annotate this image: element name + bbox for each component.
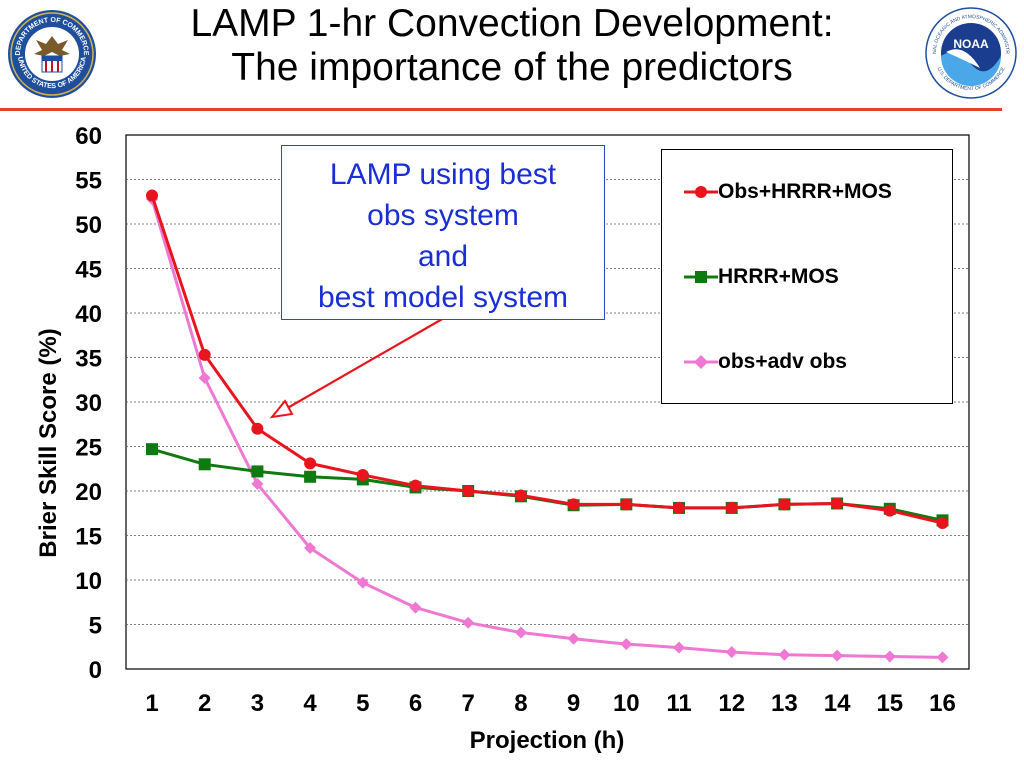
series-1-point-12: [725, 501, 738, 514]
legend-item-hrrr-mos: HRRR+MOS: [684, 265, 839, 289]
title-divider: [0, 108, 1002, 111]
title-line-2: The importance of the predictors: [231, 46, 793, 89]
y-tick-label-50: 50: [75, 212, 102, 239]
y-tick-labels: 0 5 10 15 20 25 30 35 40 45 50 55 60: [75, 123, 102, 684]
y-tick-label-20: 20: [75, 479, 102, 506]
legend-item-obs-adv-obs: obs+adv obs: [684, 350, 847, 374]
series-2-point-3: [251, 465, 264, 478]
y-axis-label: Brier Skill Score (%): [35, 328, 62, 557]
x-tick-label-9: 9: [567, 690, 580, 717]
legend-label-3: obs+adv obs: [718, 350, 847, 373]
callout-line-2: obs system: [367, 199, 519, 232]
title-line-1: LAMP 1-hr Convection Development:: [190, 2, 834, 45]
y-tick-label-40: 40: [75, 301, 102, 328]
legend-label-1: Obs+HRRR+MOS: [718, 180, 892, 203]
noaa-seal-icon: NATIONAL OCEANIC AND ATMOSPHERIC ADMINIS…: [924, 6, 1017, 99]
series-3-point-5: [356, 576, 369, 589]
x-tick-label-3: 3: [251, 690, 264, 717]
x-tick-label-4: 4: [303, 690, 317, 717]
series-3-point-3: [251, 477, 264, 490]
legend-item-obs-hrrr-mos: Obs+HRRR+MOS: [684, 180, 892, 204]
right-seal-center-text: NOAA: [953, 37, 989, 51]
x-tick-label-12: 12: [718, 690, 745, 717]
y-tick-label-0: 0: [89, 657, 102, 684]
series-3-point-2: [198, 371, 211, 384]
series-1-point-7: [462, 485, 475, 497]
y-tick-label-45: 45: [75, 257, 102, 284]
series-1-point-16: [936, 517, 949, 530]
callout-line-4: best model system: [317, 281, 569, 314]
series-2-point-1: [146, 443, 158, 456]
series-3-point-14: [831, 649, 844, 662]
legend-diamond-marker-icon: [684, 355, 718, 369]
series-3-point-8: [514, 626, 527, 639]
series-3-point-4: [304, 541, 317, 554]
series-2-point-4: [304, 470, 317, 483]
series-3-point-12: [725, 646, 738, 659]
y-tick-label-60: 60: [75, 123, 102, 150]
y-tick-label-5: 5: [89, 613, 102, 640]
series-1-point-1: [146, 189, 158, 202]
series-1-point-2: [198, 348, 211, 361]
series-1-point-15: [883, 504, 896, 517]
series-3-point-6: [409, 601, 422, 614]
chart-legend: Obs+HRRR+MOS HRRR+MOS obs+adv obs: [661, 149, 953, 404]
y-tick-label-10: 10: [75, 568, 102, 595]
series-3-point-7: [462, 616, 475, 629]
commerce-seal-icon: DEPARTMENT OF COMMERCE UNITED STATES OF …: [8, 10, 96, 98]
x-tick-label-6: 6: [409, 690, 422, 717]
x-tick-label-8: 8: [514, 690, 527, 717]
series-3-point-16: [936, 651, 949, 664]
y-tick-label-55: 55: [75, 168, 102, 195]
series-3: [146, 193, 949, 664]
y-tick-label-15: 15: [75, 524, 102, 551]
x-axis-label: Projection (h): [470, 727, 625, 754]
series-1-point-14: [831, 497, 844, 510]
series-2-point-2: [198, 458, 211, 471]
series-layer: [146, 189, 949, 664]
series-3-point-11: [673, 641, 685, 654]
legend-label-2: HRRR+MOS: [718, 265, 839, 288]
legend-square-marker-icon: [684, 271, 718, 283]
y-tick-label-30: 30: [75, 390, 102, 417]
x-tick-label-15: 15: [876, 690, 903, 717]
x-tick-label-13: 13: [771, 690, 798, 717]
callout-arrow-head: [269, 399, 294, 419]
y-tick-label-25: 25: [75, 435, 102, 462]
series-3-point-13: [778, 648, 791, 661]
series-3-point-9: [567, 632, 580, 645]
x-tick-label-16: 16: [929, 690, 956, 717]
series-1-point-11: [673, 501, 685, 514]
series-3-point-10: [620, 638, 633, 651]
x-tick-label-7: 7: [462, 690, 475, 717]
x-tick-label-11: 11: [666, 690, 691, 717]
series-3-point-15: [883, 650, 896, 663]
x-tick-label-14: 14: [824, 690, 851, 717]
callout-box: LAMP using best obs system and best mode…: [281, 145, 605, 320]
x-tick-label-10: 10: [613, 690, 640, 717]
series-1-point-6: [409, 479, 422, 492]
callout-arrow-line: [283, 317, 445, 411]
callout-line-3: and: [417, 240, 469, 273]
legend-circle-marker-icon: [684, 186, 718, 198]
series-1-point-9: [567, 498, 580, 511]
callout-line-1: LAMP using best: [329, 158, 557, 191]
x-tick-label-1: 1: [145, 690, 158, 717]
x-tick-labels: 1 2 3 4 5 6 7 8 9 10 11 12 13 14 15 16: [145, 690, 956, 717]
y-tick-label-35: 35: [75, 346, 102, 373]
series-1-point-13: [778, 498, 791, 511]
series-1-point-5: [356, 468, 369, 481]
series-1-point-10: [620, 498, 633, 511]
slide-title: LAMP 1-hr Convection Development: The im…: [110, 2, 914, 90]
x-tick-label-5: 5: [356, 690, 369, 717]
x-tick-label-2: 2: [198, 690, 211, 717]
series-1-point-8: [514, 489, 527, 502]
series-1-point-3: [251, 422, 264, 435]
series-1-point-4: [304, 457, 317, 470]
series-1-line: [150, 195, 943, 525]
series-3-line: [150, 198, 943, 659]
series-1: [146, 189, 949, 530]
